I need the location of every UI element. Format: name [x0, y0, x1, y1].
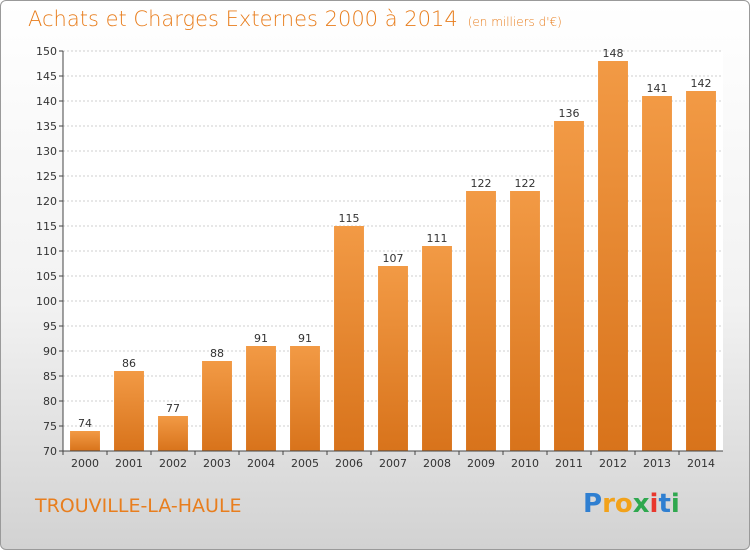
- y-tick-label: 95: [43, 320, 57, 333]
- data-label-2014: 142: [691, 77, 712, 90]
- y-tick-label: 90: [43, 345, 57, 358]
- bar-2014: [686, 91, 716, 451]
- x-tick-label-2009: 2009: [467, 457, 495, 470]
- x-tick-label-2007: 2007: [379, 457, 407, 470]
- chart-title: Achats et Charges Externes 2000 à 2014 (e…: [28, 7, 562, 31]
- logo-letter: r: [602, 489, 615, 519]
- data-label-2000: 74: [78, 417, 92, 430]
- bar-2012: [598, 61, 628, 451]
- bar-2002: [158, 416, 188, 451]
- x-axis-ticks: 2000 2001 2002 2003 2004 2005 2006 2007 2008 2009…: [62, 451, 715, 470]
- y-tick-label: 70: [43, 445, 57, 458]
- x-tick-label-2008: 2008: [423, 457, 451, 470]
- data-label-2012: 148: [603, 47, 624, 60]
- bar-2013: [642, 96, 672, 451]
- proxiti-logo: Proxiti: [583, 489, 680, 519]
- bar-2006: [334, 226, 364, 451]
- x-tick-label-2000: 2000: [71, 457, 99, 470]
- x-tick-label-2002: 2002: [159, 457, 187, 470]
- data-label-2011: 136: [559, 107, 580, 120]
- x-tick-label-2011: 2011: [555, 457, 583, 470]
- x-tick-label-2001: 2001: [115, 457, 143, 470]
- bar-2010: [510, 191, 540, 451]
- x-tick-label-2006: 2006: [335, 457, 363, 470]
- data-label-2010: 122: [515, 177, 536, 190]
- y-tick-label: 80: [43, 395, 57, 408]
- y-tick-label: 140: [36, 95, 57, 108]
- chart-title-text: Achats et Charges Externes 2000 à 2014: [28, 7, 458, 31]
- data-label-2008: 111: [427, 232, 448, 245]
- x-tick-label-2004: 2004: [247, 457, 275, 470]
- y-tick-label: 85: [43, 370, 57, 383]
- data-label-2002: 77: [166, 402, 180, 415]
- x-tick-label-2013: 2013: [643, 457, 671, 470]
- x-tick-label-2010: 2010: [511, 457, 539, 470]
- data-label-2001: 86: [122, 357, 136, 370]
- y-tick-label: 120: [36, 195, 57, 208]
- y-tick-label: 100: [36, 295, 57, 308]
- bars: [70, 61, 716, 451]
- chart-subtitle: (en milliers d'€): [467, 15, 562, 29]
- y-tick-label: 105: [36, 270, 57, 283]
- x-tick-label-2014: 2014: [687, 457, 715, 470]
- y-tick-label: 115: [36, 220, 57, 233]
- bar-2004: [246, 346, 276, 451]
- data-label-2007: 107: [383, 252, 404, 265]
- bar-2000: [70, 431, 100, 451]
- y-tick-label: 110: [36, 245, 57, 258]
- bar-2007: [378, 266, 408, 451]
- y-tick-label: 145: [36, 70, 57, 83]
- logo-letter: t: [658, 489, 671, 519]
- bar-2005: [290, 346, 320, 451]
- bar-2011: [554, 121, 584, 451]
- data-label-2004: 91: [254, 332, 268, 345]
- logo-letter: x: [632, 489, 650, 519]
- logo-letter: P: [583, 489, 603, 519]
- bar-2009: [466, 191, 496, 451]
- x-tick-label-2005: 2005: [291, 457, 319, 470]
- data-labels: 74 86 77 88 91 91 115 107 111 122 122 136 148 141 142: [78, 47, 712, 430]
- logo-letter: i: [670, 489, 680, 519]
- y-tick-label: 125: [36, 170, 57, 183]
- data-label-2006: 115: [339, 212, 360, 225]
- logo-letter: o: [614, 489, 633, 519]
- commune-name: TROUVILLE-LA-HAULE: [35, 495, 242, 517]
- data-label-2013: 141: [647, 82, 668, 95]
- data-label-2005: 91: [298, 332, 312, 345]
- logo-letter: i: [649, 489, 659, 519]
- y-tick-label: 75: [43, 420, 57, 433]
- y-tick-label: 135: [36, 120, 57, 133]
- bar-2008: [422, 246, 452, 451]
- data-label-2009: 122: [471, 177, 492, 190]
- grid-lines: [63, 50, 723, 427]
- y-tick-label: 130: [36, 145, 57, 158]
- x-tick-label-2012: 2012: [599, 457, 627, 470]
- bar-2003: [202, 361, 232, 451]
- y-tick-label: 150: [36, 45, 57, 58]
- data-label-2003: 88: [210, 347, 224, 360]
- y-axis-ticks: 70 75 80 85 90 95 100 105 110 115 120 125 130 135 140 1…: [36, 45, 63, 458]
- bar-2001: [114, 371, 144, 451]
- x-tick-label-2003: 2003: [203, 457, 231, 470]
